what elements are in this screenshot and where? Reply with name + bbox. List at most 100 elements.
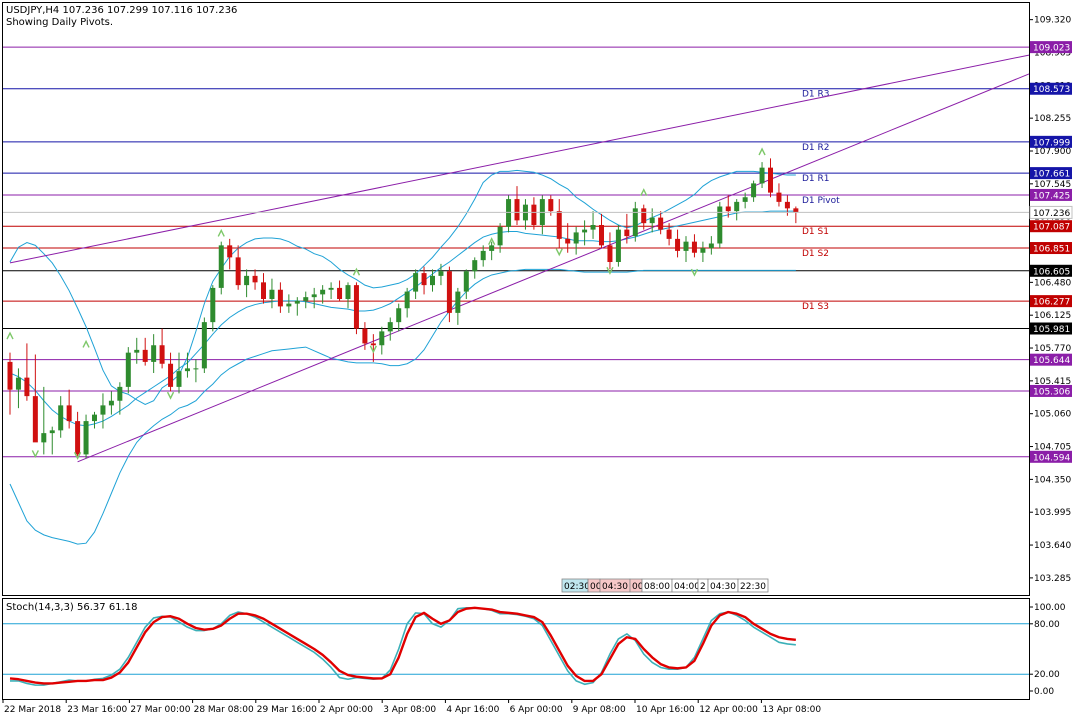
level-badge-label: 107.087 [1033, 223, 1070, 233]
level-badge-label: 109.023 [1033, 44, 1070, 54]
candle-body [235, 257, 241, 286]
session-label: 04:30 [710, 582, 736, 592]
session-label: 2 [700, 582, 706, 592]
candle-body [708, 243, 714, 249]
candle-body [742, 197, 748, 202]
pivot-levels: D1 R3 D1 R2 D1 R1 D1 Pivot D1 S1 D1 S2 D1 S3 [3, 46, 1029, 458]
fractal-down [73, 451, 82, 460]
candle-body [108, 400, 114, 406]
candle-body [489, 245, 495, 251]
candle-body [531, 204, 537, 225]
session-label: 08:00 [644, 582, 670, 592]
chart-subtitle: Showing Daily Pivots. [6, 17, 113, 28]
level-label: D1 Pivot [802, 196, 840, 206]
y-tick-label: 103.285 [1034, 574, 1071, 584]
candle-body [151, 345, 157, 362]
candles [7, 158, 799, 459]
x-tick-label: 22 Mar 2018 [4, 705, 61, 715]
x-tick-label: 28 Mar 08:00 [194, 705, 254, 715]
x-tick-label: 23 Mar 16:00 [67, 705, 127, 715]
x-tick-label: 9 Apr 08:00 [573, 705, 626, 715]
level-badge-label: 107.661 [1033, 170, 1070, 180]
band-lower [9, 268, 796, 545]
trendline [77, 73, 1030, 463]
level-label: D1 R2 [802, 143, 830, 153]
candle-body [615, 229, 621, 262]
candle-body [759, 167, 765, 184]
candle-body [396, 308, 402, 323]
candle-body [362, 328, 368, 344]
y-tick-label: 104.350 [1034, 475, 1071, 485]
trendlines [9, 54, 1030, 463]
candle-body [277, 289, 283, 307]
level-badge [1030, 82, 1072, 95]
candle-body [15, 377, 21, 390]
candle-body [649, 217, 655, 224]
level-badge [1030, 167, 1072, 180]
level-label: D1 S2 [802, 249, 829, 259]
session-bar: 02:30 00 04:30 00 08:00 04:00 2 04:30 22:30 [561, 578, 769, 593]
stoch-tick-label: 80.00 [1034, 620, 1060, 630]
candle-body [666, 229, 672, 239]
x-tick-label: 13 Apr 08:00 [762, 705, 821, 715]
candle-body [641, 208, 647, 224]
session-label: 04:00 [674, 582, 700, 592]
band-upper [9, 169, 796, 406]
trendline [9, 54, 1030, 264]
x-tick-label: 4 Apr 16:00 [446, 705, 499, 715]
candle-body [480, 250, 486, 261]
candle-body [261, 282, 266, 299]
candle-body [463, 271, 469, 292]
candle-body [565, 238, 571, 244]
candle-body [413, 273, 419, 292]
current-price-badge [1029, 205, 1073, 219]
candle-body [353, 285, 359, 329]
y-tick-label: 104.705 [1034, 443, 1071, 453]
candle-body [210, 287, 216, 323]
candle-body [472, 260, 478, 272]
stoch-tick-label: 20.00 [1034, 670, 1060, 680]
candle-body [201, 322, 207, 369]
candle-body [387, 322, 393, 332]
candle-body [345, 285, 351, 299]
candle-body [269, 289, 275, 299]
candle-body [7, 361, 13, 390]
candle-body [184, 368, 190, 372]
candle-body [58, 405, 64, 431]
candle-body [218, 245, 224, 288]
level-badge-label: 108.573 [1033, 85, 1070, 95]
candle-body [607, 245, 613, 262]
level-label: D1 S3 [802, 302, 829, 312]
stochastic-lines: 100.00 80.00 20.00 0.00 [3, 603, 1066, 697]
candle-body [244, 275, 250, 286]
indicator-pane [2, 598, 1030, 700]
candle-body [768, 167, 773, 193]
level-badge [1030, 264, 1072, 277]
candle-body [134, 349, 140, 353]
y-tick-label: 105.060 [1034, 410, 1071, 420]
fractal-up [82, 339, 90, 348]
level-label: D1 R1 [802, 174, 830, 184]
candle-body [734, 201, 740, 212]
stoch-signal-line [9, 606, 796, 685]
candle-body [776, 192, 782, 202]
y-tick-label: 109.320 [1034, 16, 1071, 26]
candle-body [421, 273, 427, 286]
band-middle [9, 210, 796, 427]
session-label: 22:30 [740, 582, 766, 592]
candle-body [784, 201, 790, 209]
session-label: 00 [590, 582, 602, 592]
level-badge [1030, 188, 1072, 201]
candle-body [159, 345, 165, 364]
indicator-label: Stoch(14,3,3) 56.37 61.18 [6, 602, 137, 613]
level-badge [1030, 384, 1072, 397]
level-badge-label: 105.644 [1033, 356, 1070, 366]
y-tick-label: 103.640 [1034, 541, 1071, 551]
y-tick-label: 103.995 [1034, 508, 1071, 518]
candle-body [455, 291, 461, 313]
candle-body [125, 352, 131, 387]
time-axis: 22 Mar 2018 23 Mar 16:00 27 Mar 00:00 28 Ma… [2, 699, 821, 715]
fractal-down [555, 248, 563, 257]
